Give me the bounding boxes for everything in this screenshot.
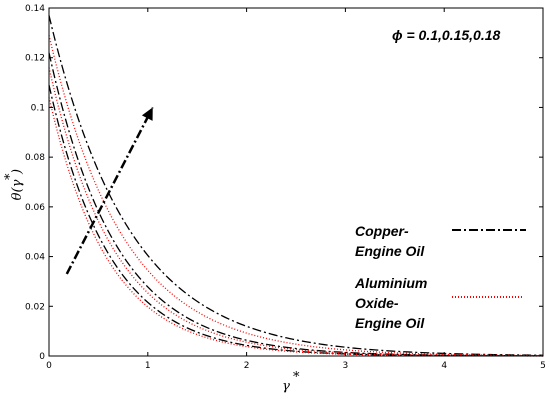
y-tick-label: 0.06 <box>25 203 45 213</box>
copper-engine-oil-line-2 <box>48 15 544 356</box>
y-axis-label-sup: * <box>3 173 18 180</box>
y-tick-label: 0.04 <box>25 253 45 263</box>
phi-annotation: ϕ = 0.1,0.15,0.18 <box>392 27 501 43</box>
alumina-engine-oil-line-5 <box>48 35 544 357</box>
x-tick-label: 0 <box>46 361 52 371</box>
y-tick-label: 0.1 <box>31 103 45 113</box>
y-tick-label: 0.02 <box>25 302 45 312</box>
legend-label-copper-line2: Engine Oil <box>355 243 425 259</box>
y-axis-label: θ(γ * ) <box>3 169 25 200</box>
trend-arrow-shaft <box>65 106 154 275</box>
x-tick-label: 4 <box>441 361 447 371</box>
legend-label-alumina-line2: Oxide- <box>355 295 399 311</box>
legend-label-copper-line1: Copper- <box>355 223 409 239</box>
trend-arrow-head <box>141 107 153 121</box>
y-tick-label: 0.12 <box>25 54 45 64</box>
trend-arrow <box>65 106 154 275</box>
x-tick-label: 5 <box>540 361 546 371</box>
plot-frame <box>48 7 544 357</box>
y-axis-label-main: θ(γ <box>10 179 25 200</box>
y-tick-label: 0.08 <box>25 153 45 163</box>
tick-layer: 0 1 2 3 4 5 0 0.02 0.04 0.06 0.08 0.1 0.12 0.14 <box>25 4 546 371</box>
legend-label-alumina-line3: Engine Oil <box>355 315 425 331</box>
y-tick-label: 0.14 <box>25 4 45 14</box>
x-axis-label-sup: * <box>293 370 300 385</box>
x-tick-label: 2 <box>244 361 250 371</box>
y-axis-label-close: ) <box>10 169 25 175</box>
copper-engine-oil-line-1 <box>48 52 543 357</box>
x-axis-label-text: γ <box>282 379 290 394</box>
y-tick-label: 0 <box>39 352 45 362</box>
alumina-engine-oil-line-4 <box>48 67 544 357</box>
legend: Copper- Engine Oil Aluminium Oxide- Engi… <box>354 223 526 331</box>
x-tick-label: 1 <box>145 361 151 371</box>
x-axis-label: γ * <box>282 370 300 394</box>
x-tick-label: 3 <box>343 361 349 371</box>
legend-label-alumina-line1: Aluminium <box>354 275 427 291</box>
